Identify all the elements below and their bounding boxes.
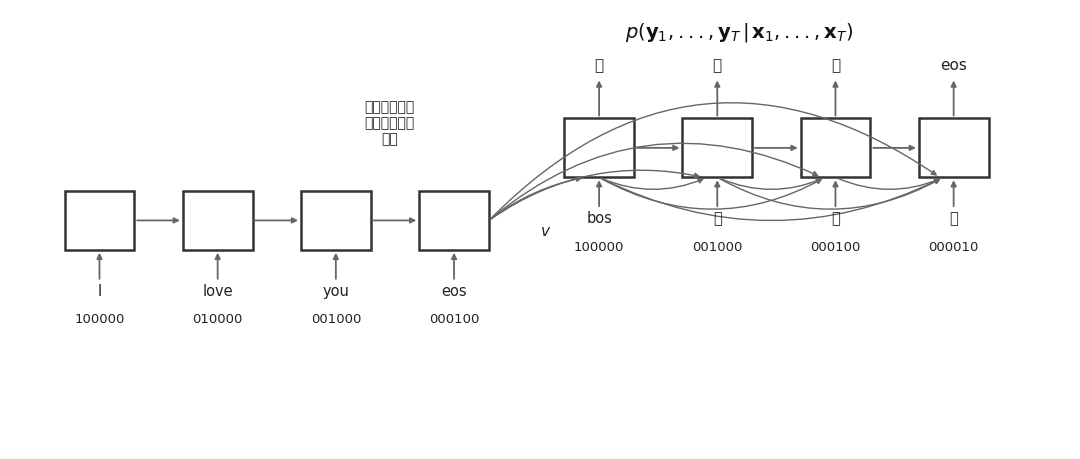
Text: v: v (541, 224, 550, 239)
Text: 000100: 000100 (429, 313, 480, 326)
Text: 000100: 000100 (810, 241, 861, 254)
Text: 你: 你 (949, 211, 958, 226)
Text: 001000: 001000 (692, 241, 742, 254)
Text: $p\left(\mathbf{y}_1,...,\mathbf{y}_T\,|\,\mathbf{x}_1,...,\mathbf{x}_T\right)$: $p\left(\mathbf{y}_1,...,\mathbf{y}_T\,|… (624, 21, 853, 44)
Bar (301, 191, 370, 250)
Text: bos: bos (586, 211, 612, 226)
Text: 010000: 010000 (192, 313, 243, 326)
Bar (65, 191, 134, 250)
Bar (564, 118, 634, 177)
Bar (919, 118, 988, 177)
Text: 100000: 100000 (573, 241, 624, 254)
Bar (683, 118, 752, 177)
Text: 001000: 001000 (311, 313, 361, 326)
Text: 你: 你 (831, 58, 840, 73)
Text: 这里输出的是
使用每个词的
概率: 这里输出的是 使用每个词的 概率 (364, 100, 415, 146)
Text: I: I (97, 284, 102, 299)
Text: 爱: 爱 (832, 211, 840, 226)
Text: eos: eos (941, 58, 967, 73)
Text: 我: 我 (594, 58, 604, 73)
Text: love: love (202, 284, 233, 299)
Bar (800, 118, 870, 177)
Text: you: you (323, 284, 349, 299)
Text: eos: eos (442, 284, 467, 299)
Bar (183, 191, 253, 250)
Text: 000010: 000010 (929, 241, 978, 254)
Text: 100000: 100000 (75, 313, 124, 326)
Text: 我: 我 (713, 211, 721, 226)
Text: 爱: 爱 (713, 58, 721, 73)
Bar (419, 191, 489, 250)
